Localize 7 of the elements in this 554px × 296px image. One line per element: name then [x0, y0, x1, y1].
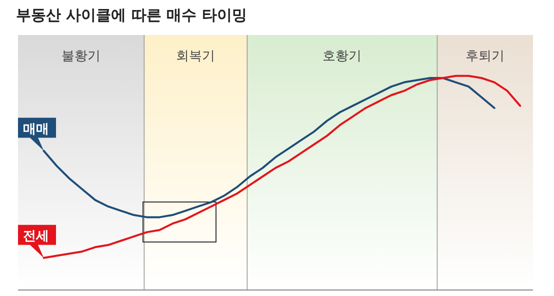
series-label: 매매: [23, 122, 49, 137]
text: 호황기: [322, 49, 362, 64]
chart-title: 부동산 사이클에 따른 매수 타이밍: [16, 6, 247, 24]
series-label: 전세: [23, 228, 49, 244]
text: 후퇴기: [466, 49, 505, 64]
text: 회복기: [176, 49, 216, 64]
text: 불황기: [62, 49, 101, 64]
